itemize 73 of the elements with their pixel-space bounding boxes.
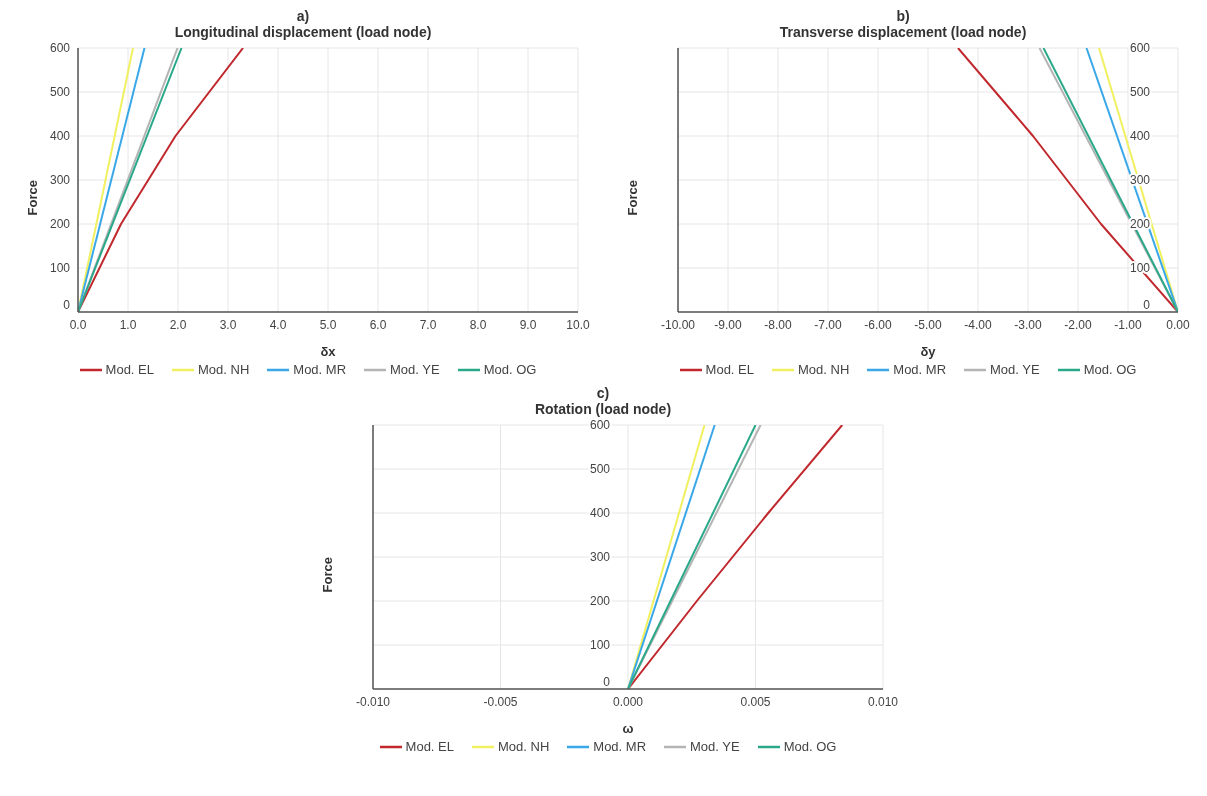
y-tick-label: 400 <box>1129 129 1151 143</box>
x-tick-label: -1.00 <box>1114 317 1142 332</box>
line-series <box>627 425 844 689</box>
x-tick-label: 0.00 <box>1166 317 1190 332</box>
x-tick-label: -0.005 <box>483 694 518 709</box>
y-tick-label: 400 <box>49 129 71 143</box>
x-axis-title: ω <box>622 721 634 736</box>
chart-subtitle: c) <box>595 385 611 401</box>
x-tick-label: -4.00 <box>964 317 992 332</box>
chart-title: Longitudinal displacement (load node) <box>173 24 433 40</box>
x-tick-label: 0.010 <box>867 694 899 709</box>
x-tick-label: -6.00 <box>864 317 892 332</box>
y-tick-label: 600 <box>1129 41 1151 55</box>
chart-title: Transverse displacement (load node) <box>778 24 1028 40</box>
x-tick-label: 1.0 <box>119 317 137 332</box>
x-tick-label: 2.0 <box>169 317 187 332</box>
y-tick-label: 600 <box>49 41 71 55</box>
legend-label: Mod. MR <box>293 362 347 377</box>
x-tick-label: -3.00 <box>1014 317 1042 332</box>
legend-label: Mod. YE <box>390 362 440 377</box>
x-tick-label: 8.0 <box>469 317 487 332</box>
x-tick-label: 4.0 <box>269 317 287 332</box>
y-tick-label: 400 <box>589 506 611 520</box>
y-tick-label: 500 <box>589 462 611 476</box>
chart-subtitle: a) <box>295 8 311 24</box>
y-tick-label: 0 <box>63 298 71 312</box>
chart-title: Rotation (load node) <box>533 401 673 417</box>
y-tick-label: 100 <box>49 261 71 275</box>
y-axis-title: Force <box>624 180 640 216</box>
y-tick-label: 600 <box>589 418 611 432</box>
legend-label: Mod. EL <box>705 362 754 377</box>
legend-label: Mod. YE <box>990 362 1040 377</box>
x-tick-label: 3.0 <box>219 317 237 332</box>
legend-label: Mod. NH <box>798 362 850 377</box>
y-tick-label: 200 <box>589 594 611 608</box>
legend-label: Mod. NH <box>498 739 550 754</box>
legend-label: Mod. OG <box>1083 362 1137 377</box>
x-tick-label: -9.00 <box>714 317 742 332</box>
y-tick-label: 0 <box>1143 298 1151 312</box>
legend-label: Mod. YE <box>690 739 740 754</box>
y-tick-label: 0 <box>603 675 611 689</box>
y-tick-label: 500 <box>49 85 71 99</box>
x-axis-title: δx <box>320 344 337 359</box>
x-tick-label: -2.00 <box>1064 317 1092 332</box>
y-tick-label: 300 <box>49 173 71 187</box>
legend-label: Mod. OG <box>783 739 837 754</box>
legend-label: Mod. MR <box>893 362 947 377</box>
x-tick-label: -7.00 <box>814 317 842 332</box>
legend-label: Mod. OG <box>483 362 537 377</box>
x-tick-label: 0.0 <box>69 317 87 332</box>
x-tick-label: -8.00 <box>764 317 792 332</box>
y-tick-label: 200 <box>49 217 71 231</box>
legend-label: Mod. EL <box>105 362 154 377</box>
x-axis-title: δy <box>920 344 937 359</box>
y-axis-title: Force <box>24 180 40 216</box>
x-tick-label: 0.005 <box>740 694 771 709</box>
x-tick-label: 0.000 <box>612 694 644 709</box>
y-axis-title: Force <box>319 557 335 593</box>
legend-label: Mod. NH <box>198 362 250 377</box>
y-tick-label: 300 <box>589 550 611 564</box>
x-tick-label: 5.0 <box>319 317 337 332</box>
legend-label: Mod. MR <box>593 739 647 754</box>
x-tick-label: -5.00 <box>914 317 942 332</box>
x-tick-label: 6.0 <box>369 317 387 332</box>
x-tick-label: -0.010 <box>355 694 391 709</box>
y-tick-label: 100 <box>589 638 611 652</box>
x-tick-label: 10.0 <box>566 317 590 332</box>
x-tick-label: 9.0 <box>519 317 537 332</box>
x-tick-label: -10.00 <box>660 317 696 332</box>
chart-subtitle: b) <box>895 8 911 24</box>
x-tick-label: 7.0 <box>419 317 437 332</box>
y-tick-label: 500 <box>1129 85 1151 99</box>
legend-label: Mod. EL <box>405 739 454 754</box>
